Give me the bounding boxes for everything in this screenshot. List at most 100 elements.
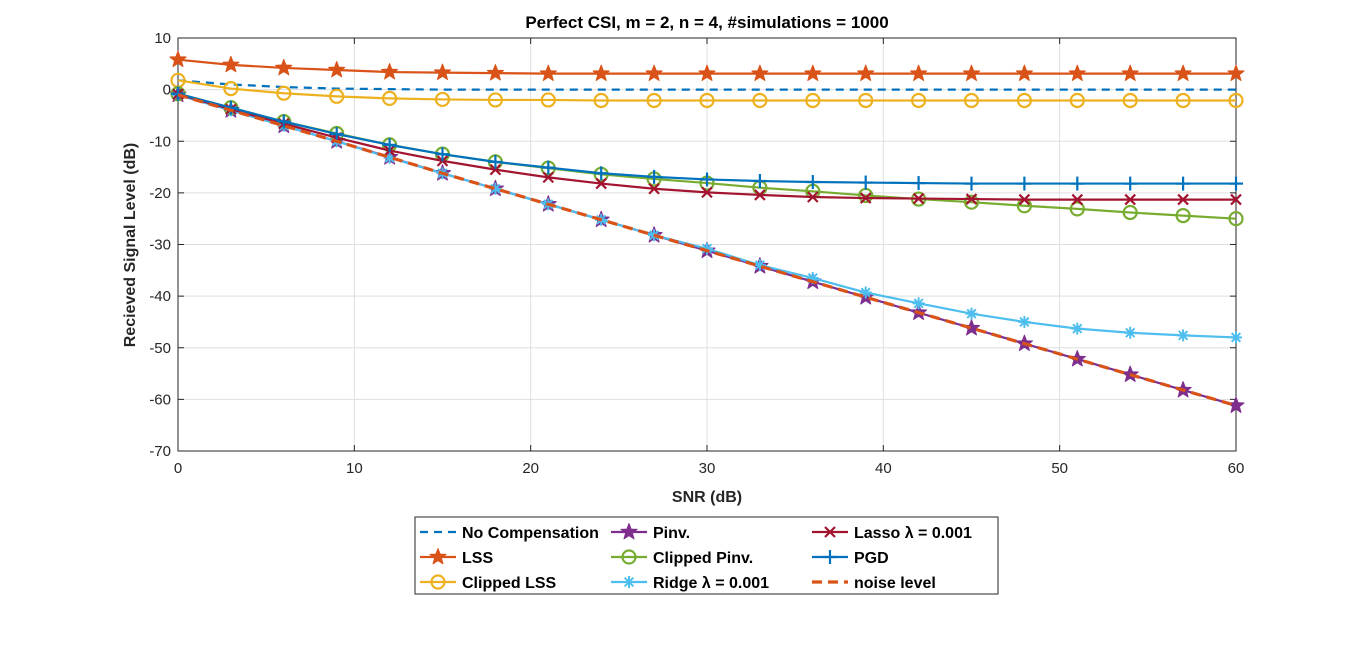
- series-lss: [169, 50, 1245, 81]
- data-point: [805, 175, 820, 190]
- legend-item: Clipped LSS: [420, 574, 557, 592]
- data-point: [963, 194, 980, 210]
- data-point: [965, 307, 978, 320]
- data-point: [1228, 211, 1244, 227]
- data-point: [804, 64, 822, 81]
- data-point: [329, 127, 344, 142]
- legend-label: Pinv.: [653, 525, 690, 542]
- data-point: [1069, 92, 1085, 109]
- data-point: [1227, 64, 1245, 81]
- series-line: [177, 93, 1237, 408]
- data-point: [1229, 176, 1243, 191]
- y-axis-title: Recieved Signal Level (dB): [122, 143, 139, 348]
- series-line: [177, 79, 1236, 102]
- y-tick-label: -10: [149, 133, 171, 150]
- x-tick-label: 50: [1051, 460, 1068, 477]
- data-point: [964, 176, 979, 191]
- data-point: [328, 61, 346, 78]
- data-point: [1177, 329, 1190, 342]
- data-point: [912, 192, 925, 205]
- data-point: [1071, 322, 1084, 335]
- data-point: [859, 192, 872, 204]
- data-point: [592, 64, 610, 81]
- data-point: [1177, 193, 1189, 206]
- data-point: [1230, 193, 1242, 206]
- y-tick-label: 10: [154, 30, 171, 47]
- data-point: [700, 172, 714, 187]
- data-point: [276, 85, 292, 101]
- data-point: [1175, 92, 1191, 109]
- data-point: [171, 86, 185, 101]
- data-point: [540, 92, 556, 108]
- data-point: [910, 64, 928, 81]
- y-tick-label: -30: [149, 237, 171, 254]
- legend-item: No Compensation: [420, 525, 599, 542]
- y-tick-label: 0: [163, 82, 171, 99]
- data-point: [1018, 193, 1031, 206]
- data-point: [805, 92, 821, 109]
- data-point: [1228, 92, 1244, 109]
- legend-label: noise level: [854, 575, 936, 592]
- legend-marker: [620, 523, 638, 540]
- legend-marker: [430, 574, 446, 590]
- data-point: [807, 191, 819, 203]
- legend-marker: [623, 576, 635, 588]
- data-point: [542, 171, 555, 184]
- data-point: [434, 91, 451, 108]
- legend-label: Lasso λ = 0.001: [854, 525, 972, 542]
- data-point: [487, 92, 503, 108]
- data-point: [1122, 204, 1138, 221]
- data-point: [1230, 331, 1242, 344]
- ticks: 0 10 20 30 40 50 60 10 0 -10 -20 -30 -40 -50 -60 -70: [149, 30, 1244, 477]
- x-tick-label: 0: [174, 460, 182, 477]
- data-point: [382, 137, 397, 152]
- series-noise-level: [177, 93, 1237, 408]
- legend-label: LSS: [462, 550, 493, 567]
- data-point: [329, 88, 345, 104]
- data-point: [698, 64, 716, 81]
- x-tick-label: 40: [875, 460, 892, 477]
- data-point: [754, 189, 766, 201]
- data-point: [752, 92, 768, 109]
- legend: No Compensation LSS Clipped LSS Pinv. Clippe…: [414, 516, 999, 595]
- y-tick-label: -20: [149, 185, 171, 202]
- data-point: [751, 64, 769, 81]
- data-point: [1071, 193, 1084, 206]
- data-point: [1121, 64, 1139, 81]
- series: [169, 50, 1245, 413]
- legend-label: Ridge λ = 0.001: [653, 575, 769, 592]
- chart-title: Perfect CSI, m = 2, n = 4, #simulations …: [525, 13, 888, 32]
- data-point: [1124, 193, 1136, 206]
- data-point: [1068, 64, 1086, 81]
- data-point: [1015, 64, 1033, 81]
- data-point: [435, 147, 450, 162]
- data-point: [701, 186, 713, 199]
- legend-item: noise level: [812, 575, 936, 592]
- y-tick-label: -50: [149, 340, 171, 357]
- data-point: [1124, 326, 1137, 339]
- data-point: [539, 64, 557, 81]
- x-tick-label: 10: [346, 460, 363, 477]
- data-point: [433, 63, 452, 80]
- data-point: [910, 92, 927, 109]
- data-point: [857, 64, 875, 81]
- legend-item: PGD: [812, 550, 889, 567]
- data-point: [1175, 207, 1191, 224]
- data-point: [594, 166, 609, 181]
- data-point: [912, 297, 925, 310]
- data-point: [1174, 64, 1192, 81]
- data-point: [1070, 176, 1085, 191]
- legend-item: Clipped Pinv.: [611, 549, 753, 567]
- data-point: [965, 193, 978, 205]
- data-point: [753, 259, 766, 272]
- x-tick-label: 60: [1228, 460, 1245, 477]
- data-point: [223, 80, 239, 97]
- data-point: [489, 163, 502, 176]
- data-point: [222, 55, 240, 73]
- data-point: [647, 169, 662, 184]
- x-tick-label: 30: [699, 460, 716, 477]
- data-point: [381, 63, 399, 80]
- legend-item: LSS: [420, 548, 493, 567]
- data-point: [911, 176, 926, 191]
- legend-marker: [429, 548, 447, 565]
